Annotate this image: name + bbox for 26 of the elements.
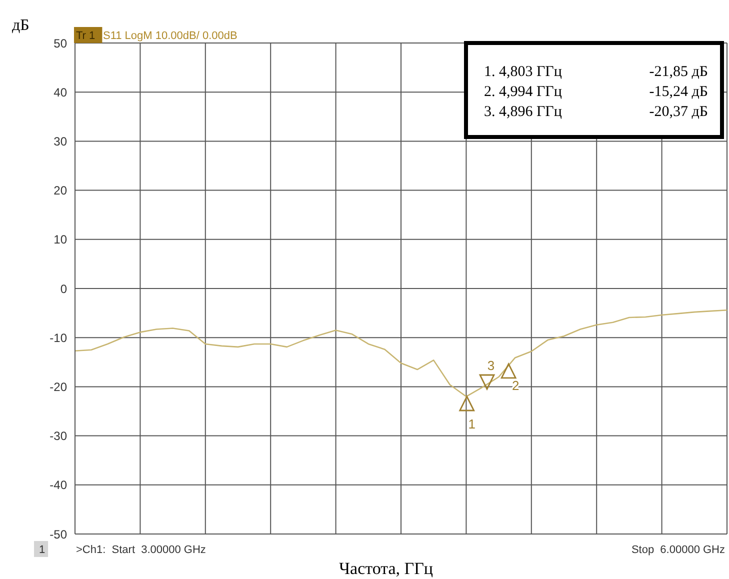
y-tick-label: -50	[50, 527, 68, 542]
x-axis-title: Частота, ГГц	[338, 559, 434, 578]
y-tick-label: 10	[54, 232, 68, 247]
y-tick-label: 40	[54, 85, 68, 100]
annotation: -21,85 дБ	[649, 64, 708, 80]
y-tick-label: -40	[50, 478, 68, 492]
y-tick-label: -20	[50, 380, 68, 394]
annotation: -20,37 дБ	[649, 104, 708, 120]
annotation: 1	[468, 416, 476, 432]
annotation: 2. 4,994 ГГц	[484, 84, 562, 100]
annotation: 3	[487, 358, 495, 373]
annotation: 3. 4,896 ГГц	[484, 104, 562, 120]
y-tick-label: -10	[50, 330, 68, 345]
annotation: -15,24 дБ	[649, 84, 708, 100]
y-tick-label: 20	[54, 184, 68, 198]
text: 1	[39, 544, 46, 556]
y-tick-label: 30	[54, 134, 68, 148]
text: S11 LogM 10.00dB/ 0.00dB	[103, 30, 238, 42]
y-tick-label: -30	[50, 429, 68, 444]
text: >Ch1: Start 3.00000 GHz	[76, 544, 206, 556]
text: Stop 6.00000 GHz	[631, 544, 725, 556]
y-axis-title: дБ	[12, 17, 30, 34]
y-tick-label: 50	[54, 36, 68, 50]
y-tick-label: 0	[60, 282, 68, 296]
text: Tr 1	[76, 30, 96, 42]
annotation: 1. 4,803 ГГц	[484, 64, 562, 80]
